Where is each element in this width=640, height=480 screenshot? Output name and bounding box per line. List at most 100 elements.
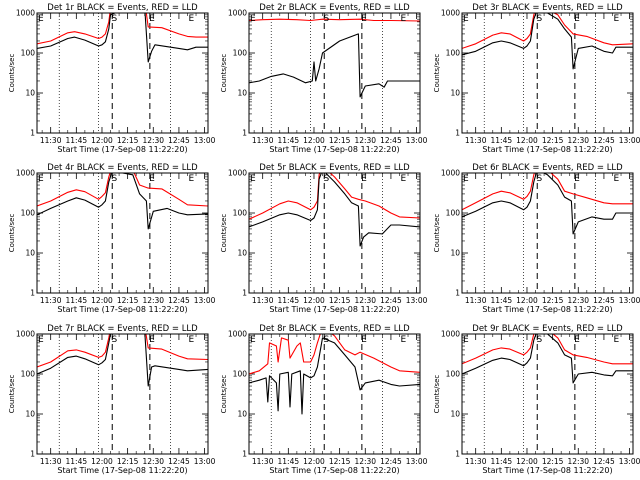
series-line-lld	[37, 173, 208, 207]
x-tick-label: 12:45	[168, 457, 190, 466]
x-tick-label: 11:45	[491, 457, 513, 466]
y-tick-label: 10	[237, 410, 247, 419]
series-group	[37, 13, 208, 63]
event-marker: E	[463, 335, 469, 345]
x-axis-label-suffix: )	[396, 145, 399, 154]
x-axis-label-suffix: )	[609, 145, 612, 154]
chart-panel-1: Det 1r BLACK = Events, RED = LLD 1 10 100 10…	[8, 3, 216, 154]
y-axis-label: Counts/sec	[220, 375, 228, 414]
y-tick-label: 10	[450, 89, 460, 98]
panel-title: Det 5r BLACK = Events, RED = LLD	[259, 163, 410, 173]
x-axis-label-prefix: Start Time (	[482, 466, 529, 475]
event-marker: E	[38, 14, 44, 24]
x-tick-label: 12:00	[516, 296, 538, 305]
x-tick-label: 13:00	[194, 136, 216, 145]
event-marker: E	[463, 174, 469, 184]
y-tick-label: 10	[25, 410, 35, 419]
x-tick-label: 13:00	[619, 136, 640, 145]
x-axis-label: Start Time (17-Sep-08 11:22:20)	[482, 145, 612, 154]
chart-panel-3: Det 3r BLACK = Events, RED = LLD 1 10 100 10…	[433, 3, 640, 154]
y-axis-label: Counts/sec	[8, 214, 16, 253]
x-tick-label: 12:15	[542, 136, 564, 145]
series-group	[462, 13, 633, 70]
panel-title: Det 2r BLACK = Events, RED = LLD	[259, 3, 410, 13]
x-tick-label: 12:30	[567, 296, 589, 305]
y-tick-label: 1	[455, 129, 460, 138]
x-axis-label-date: 17-Sep-08 11:22:20	[530, 305, 610, 314]
x-axis-label-suffix: )	[184, 466, 187, 475]
x-tick-label: 13:00	[406, 457, 428, 466]
series-line-lld	[462, 13, 633, 49]
chart-panel-6: Det 6r BLACK = Events, RED = LLD 1 10 100 10…	[433, 163, 640, 314]
series-group	[249, 334, 420, 415]
x-tick-label: 12:30	[354, 136, 376, 145]
x-axis-label: Start Time (17-Sep-08 11:22:20)	[482, 466, 612, 475]
chart-panel-7: Det 7r BLACK = Events, RED = LLD 1 10 100 10…	[8, 324, 216, 475]
series-group	[249, 173, 420, 247]
y-tick-label: 100	[233, 209, 248, 218]
series-group	[462, 334, 633, 384]
event-marker: E	[188, 174, 194, 184]
x-axis-label-date: 17-Sep-08 11:22:20	[105, 466, 185, 475]
x-tick-label: 11:45	[491, 296, 513, 305]
series-group	[249, 18, 420, 98]
event-marker: E	[250, 174, 256, 184]
y-tick-label: 10	[25, 249, 35, 258]
x-tick-label: 12:30	[567, 457, 589, 466]
x-tick-label: 12:00	[303, 457, 325, 466]
x-tick-label: 12:30	[354, 457, 376, 466]
series-line-lld	[37, 13, 208, 45]
y-tick-label: 10	[237, 89, 247, 98]
y-axis-label: Counts/sec	[8, 375, 16, 414]
x-axis-label-date: 17-Sep-08 11:22:20	[105, 145, 185, 154]
x-tick-label: 11:30	[40, 296, 62, 305]
x-tick-label: 12:30	[142, 457, 164, 466]
event-marker: E	[188, 335, 194, 345]
chart-panel-9: Det 9r BLACK = Events, RED = LLD 1 10 100 10…	[433, 324, 640, 475]
y-axis-label: Counts/sec	[433, 214, 441, 253]
series-line-events	[249, 337, 420, 415]
event-marker: E	[38, 174, 44, 184]
x-tick-label: 12:00	[303, 296, 325, 305]
x-tick-label: 12:00	[91, 136, 113, 145]
y-tick-label: 1	[455, 289, 460, 298]
x-tick-label: 12:15	[117, 457, 139, 466]
x-axis-label-prefix: Start Time (	[57, 305, 104, 314]
plot-frame	[461, 172, 634, 294]
event-marker: S	[112, 335, 118, 345]
x-axis-label: Start Time (17-Sep-08 11:22:20)	[482, 305, 612, 314]
x-tick-label: 12:00	[91, 296, 113, 305]
y-tick-label: 100	[446, 49, 461, 58]
event-marker: S	[324, 335, 330, 345]
y-tick-label: 1000	[16, 330, 35, 339]
x-axis-label-suffix: )	[609, 466, 612, 475]
y-tick-label: 100	[21, 49, 36, 58]
panel-title: Det 4r BLACK = Events, RED = LLD	[47, 163, 198, 173]
series-line-lld	[37, 334, 208, 368]
x-tick-label: 13:00	[406, 136, 428, 145]
series-line-lld	[249, 18, 420, 22]
x-tick-label: 11:30	[40, 457, 62, 466]
x-tick-label: 12:30	[567, 136, 589, 145]
y-tick-label: 1	[30, 129, 35, 138]
x-axis-label-suffix: )	[184, 305, 187, 314]
x-axis-label-date: 17-Sep-08 11:22:20	[105, 305, 185, 314]
x-axis-label-date: 17-Sep-08 11:22:20	[317, 305, 397, 314]
series-line-events	[37, 173, 208, 230]
x-axis-label-suffix: )	[609, 305, 612, 314]
plot-frame	[36, 333, 209, 455]
series-line-events	[249, 173, 420, 247]
x-tick-label: 11:30	[465, 457, 487, 466]
y-tick-label: 1	[30, 450, 35, 459]
plot-frame	[248, 12, 421, 134]
x-tick-label: 12:15	[329, 296, 351, 305]
x-axis-label-suffix: )	[396, 466, 399, 475]
x-tick-label: 12:15	[542, 296, 564, 305]
x-axis-label-date: 17-Sep-08 11:22:20	[530, 466, 610, 475]
x-tick-label: 11:45	[278, 457, 300, 466]
panel-title: Det 3r BLACK = Events, RED = LLD	[472, 3, 623, 13]
panel-title: Det 9r BLACK = Events, RED = LLD	[472, 324, 623, 334]
event-marker: S	[537, 14, 543, 24]
x-tick-label: 11:45	[66, 296, 88, 305]
